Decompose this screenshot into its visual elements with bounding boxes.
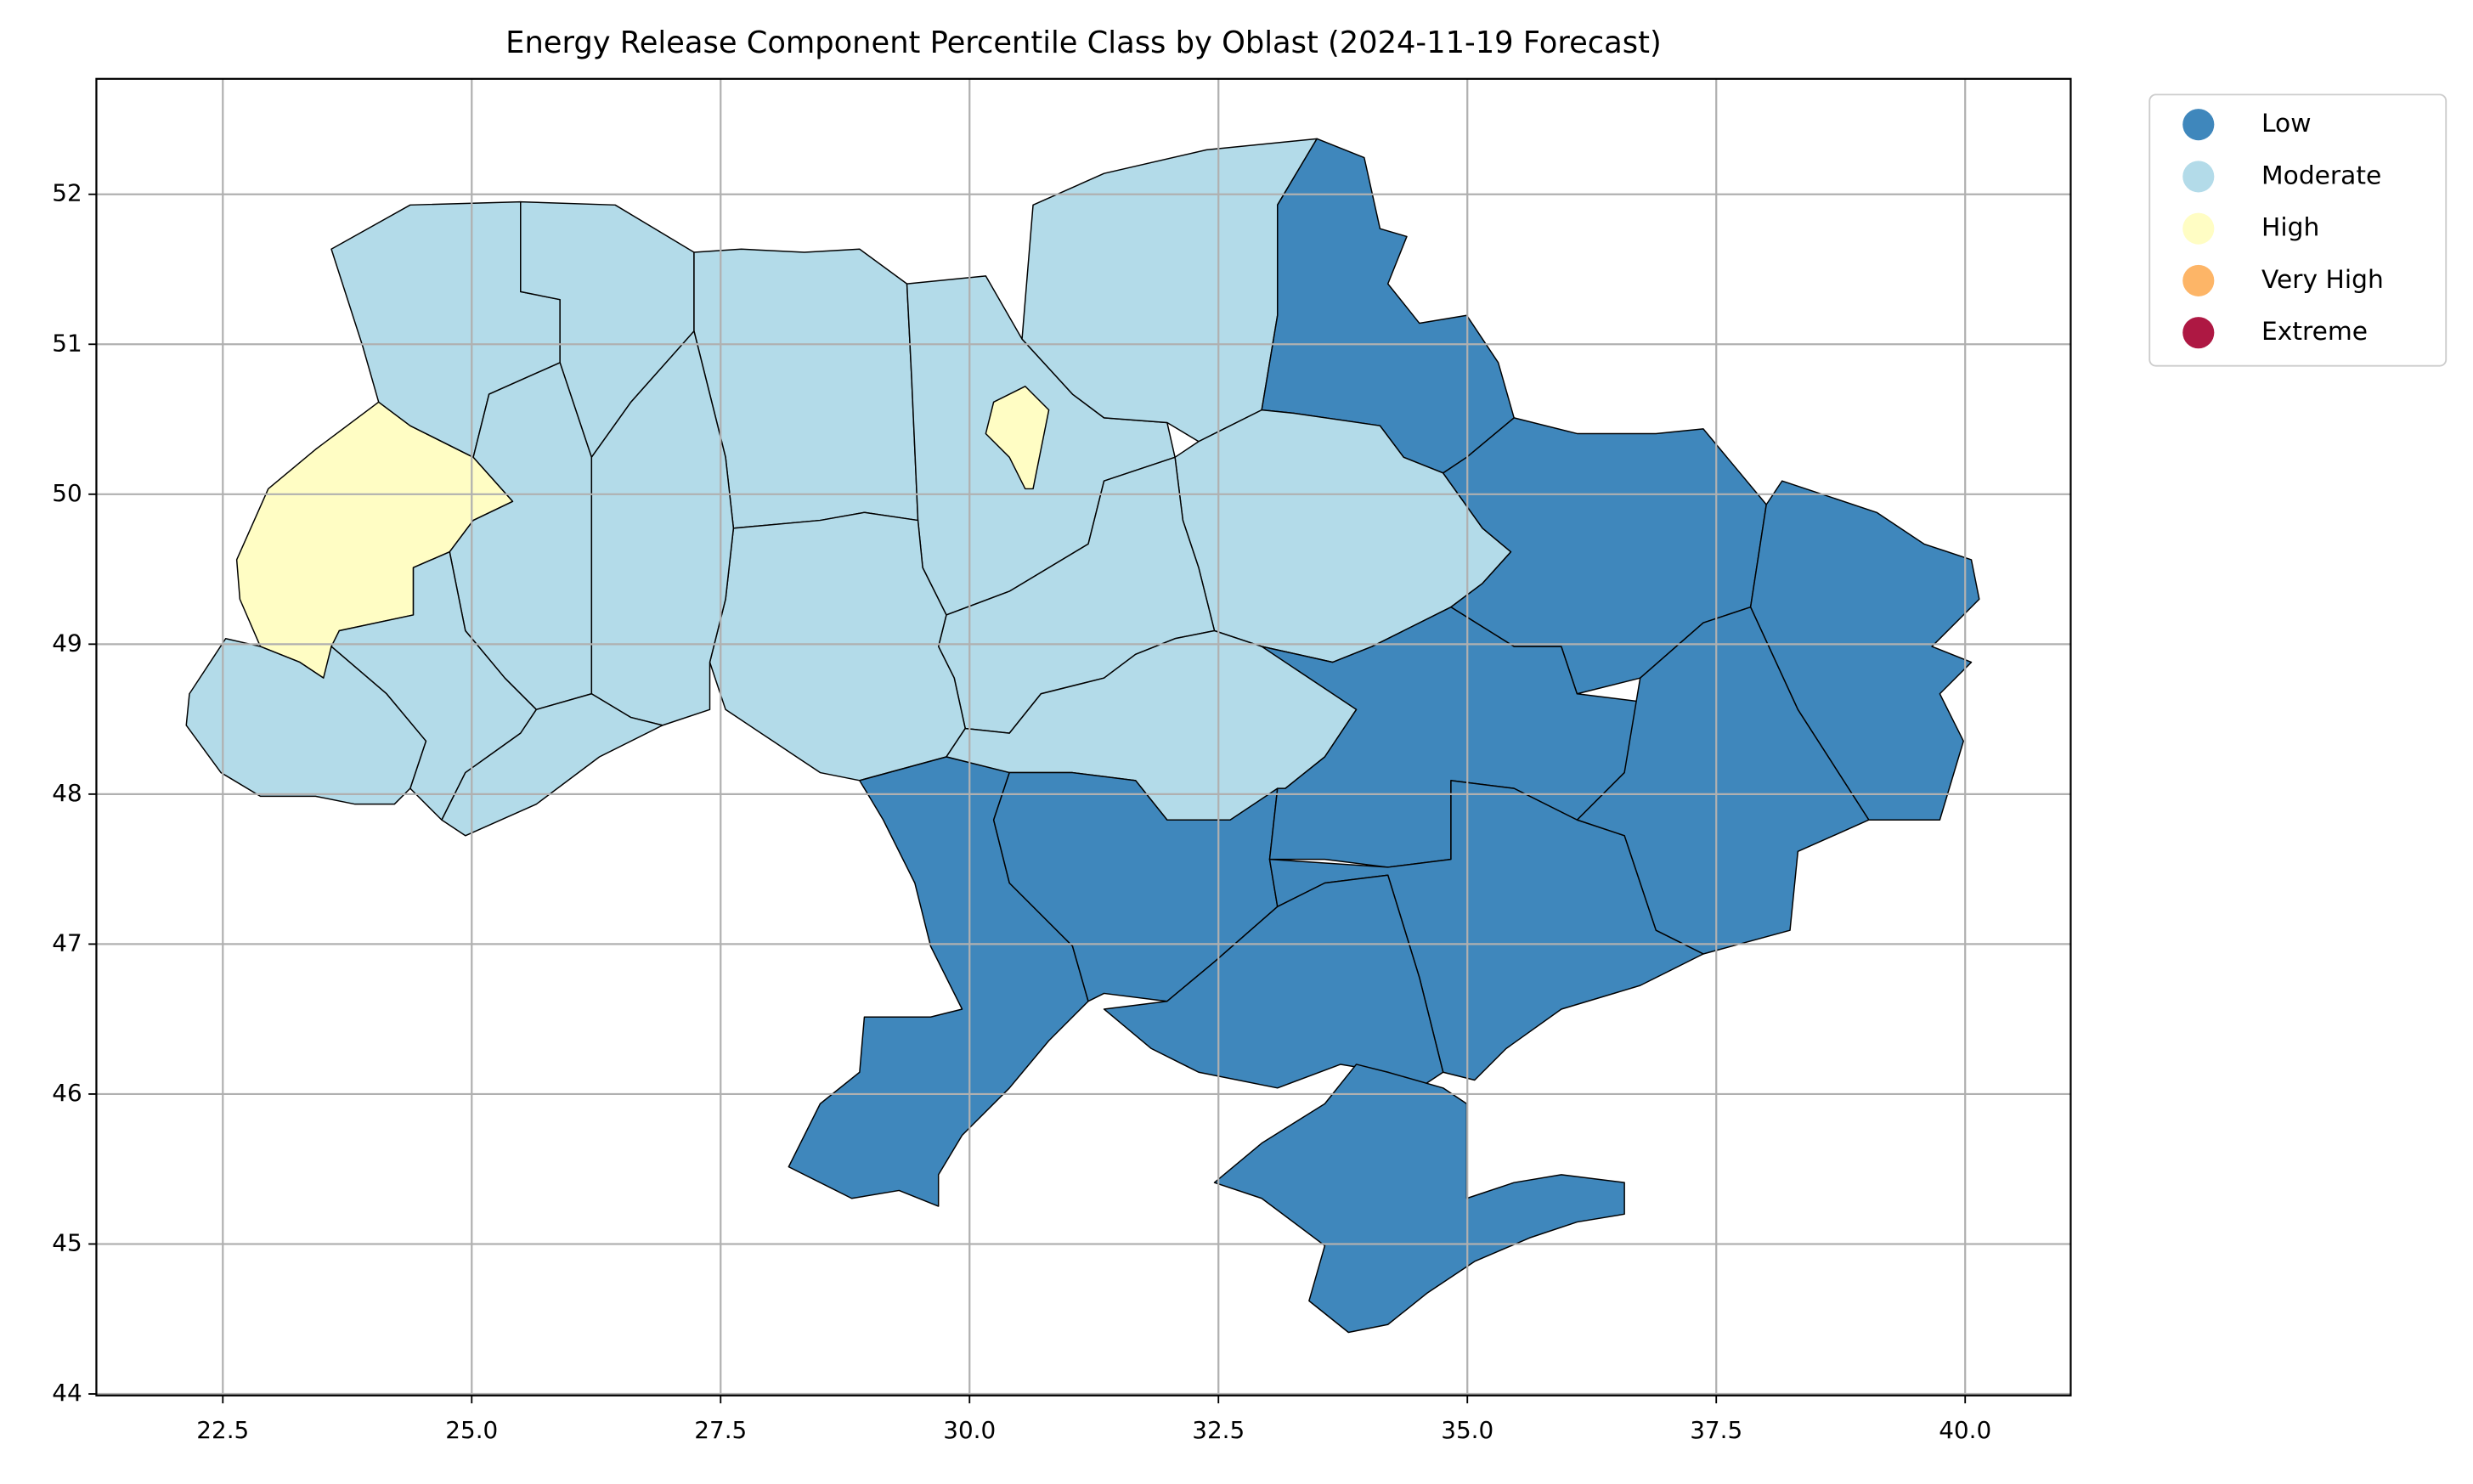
y-tick-label: 46 bbox=[52, 1079, 82, 1107]
legend: Low Moderate High Very High Extreme bbox=[2148, 93, 2448, 367]
region bbox=[985, 386, 1050, 490]
x-tick-label: 22.5 bbox=[196, 1416, 249, 1444]
region bbox=[1213, 1064, 1625, 1334]
x-tick-label: 35.0 bbox=[1441, 1416, 1493, 1444]
map-regions bbox=[185, 138, 1980, 1334]
legend-marker bbox=[2182, 212, 2215, 245]
region bbox=[1103, 874, 1444, 1089]
y-tick-label: 52 bbox=[52, 179, 82, 207]
ticks: 22.5 25.0 27.5 30.0 32.5 35.0 37.5 40.0 44 45 46 47… bbox=[52, 179, 1991, 1444]
x-tick-label: 37.5 bbox=[1690, 1416, 1742, 1444]
axes-frame bbox=[95, 77, 2072, 1397]
grid bbox=[96, 78, 2071, 1396]
x-tick-label: 32.5 bbox=[1192, 1416, 1245, 1444]
legend-label: Low bbox=[2261, 109, 2311, 138]
y-tick-label: 48 bbox=[52, 779, 82, 807]
legend-label: High bbox=[2261, 213, 2319, 243]
region bbox=[185, 638, 427, 805]
x-tick-label: 27.5 bbox=[694, 1416, 747, 1444]
y-tick-label: 44 bbox=[52, 1379, 82, 1407]
legend-marker bbox=[2182, 109, 2215, 141]
legend-marker bbox=[2182, 264, 2215, 296]
x-tick-label: 40.0 bbox=[1939, 1416, 1991, 1444]
y-tick-label: 47 bbox=[52, 928, 82, 956]
y-tick-label: 45 bbox=[52, 1228, 82, 1256]
y-tick-label: 51 bbox=[52, 329, 82, 357]
legend-label: Extreme bbox=[2261, 317, 2368, 347]
region bbox=[441, 692, 663, 837]
legend-label: Very High bbox=[2261, 265, 2384, 295]
chart-title: Energy Release Component Percentile Clas… bbox=[505, 25, 1662, 60]
y-tick-label: 49 bbox=[52, 629, 82, 657]
legend-box bbox=[2148, 93, 2448, 367]
legend-marker bbox=[2182, 317, 2215, 349]
x-tick-label: 30.0 bbox=[943, 1416, 996, 1444]
y-tick-label: 50 bbox=[52, 479, 82, 507]
legend-marker bbox=[2182, 161, 2215, 193]
x-tick-label: 25.0 bbox=[445, 1416, 498, 1444]
legend-label: Moderate bbox=[2261, 161, 2381, 190]
